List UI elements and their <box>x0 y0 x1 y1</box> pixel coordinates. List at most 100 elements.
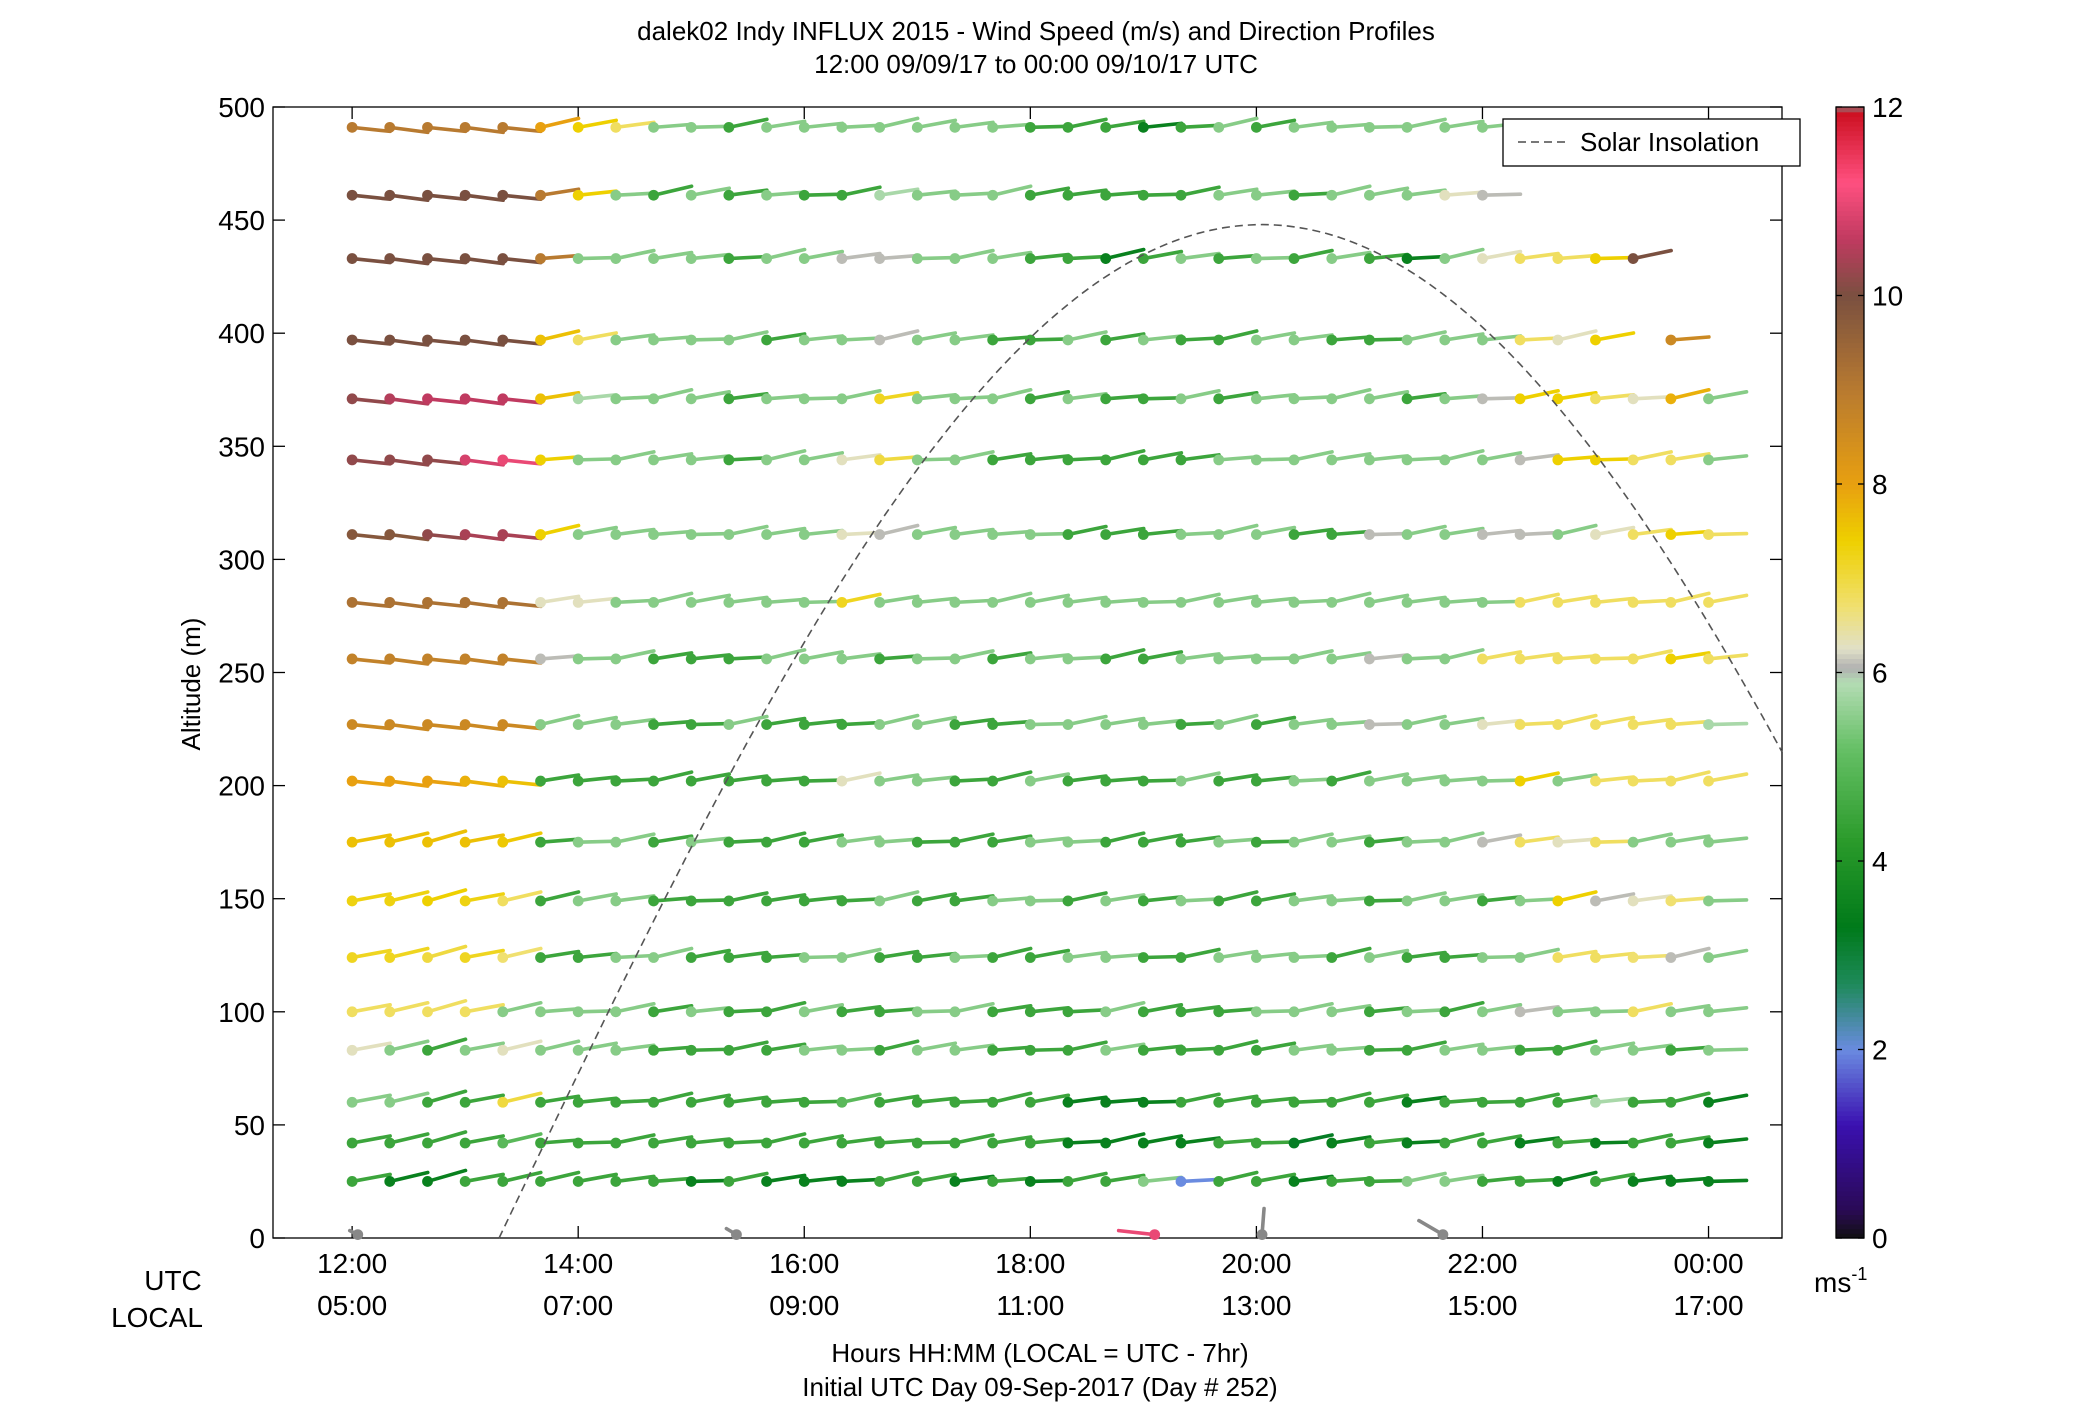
colorbar-segment <box>1836 941 1864 947</box>
wind-barb-dot <box>1552 895 1564 907</box>
colorbar-segment <box>1836 625 1864 631</box>
wind-barb-shaft <box>1367 252 1410 261</box>
wind-barb-shaft <box>840 947 882 960</box>
wind-barb-dot <box>1213 253 1225 264</box>
colorbar-segment <box>1836 234 1864 240</box>
wind-barb-shaft <box>764 119 807 130</box>
colorbar-segment <box>1836 1139 1864 1145</box>
wind-barb-shaft <box>1103 1000 1146 1014</box>
wind-barb-shaft <box>1103 716 1146 727</box>
wind-barb-shaft <box>1480 395 1523 401</box>
wind-barb <box>1175 592 1221 608</box>
colorbar-segment <box>1836 1058 1864 1065</box>
wind-barb <box>346 833 392 848</box>
wind-barb <box>459 892 505 907</box>
wind-barb <box>874 773 920 787</box>
colorbar-segment <box>1836 719 1864 725</box>
wind-barb-dot <box>836 653 848 665</box>
wind-barb-shaft <box>1329 529 1372 537</box>
wind-barb-shaft <box>1443 831 1485 844</box>
wind-barb <box>987 946 1033 963</box>
wind-barb-shaft <box>840 530 882 537</box>
colorbar-segment <box>1836 465 1864 471</box>
wind-barb <box>1477 451 1523 466</box>
wind-barb-shaft <box>727 1171 769 1184</box>
wind-barb-shaft <box>877 329 920 342</box>
wind-barb-dot <box>459 189 471 201</box>
colorbar-segment <box>1836 286 1864 292</box>
wind-barb <box>1175 1004 1221 1018</box>
wind-barb-shaft <box>1292 1001 1334 1014</box>
wind-barb <box>1364 1176 1410 1187</box>
wind-barb-shaft <box>350 657 392 665</box>
colorbar-segment <box>1836 893 1864 900</box>
wind-barb-dot <box>1477 836 1488 848</box>
wind-barb <box>1590 454 1636 466</box>
wind-barb-shaft <box>1103 449 1146 462</box>
wind-barb <box>610 393 656 405</box>
wind-barb <box>987 184 1033 201</box>
wind-barb-dot <box>497 895 509 907</box>
wind-barb <box>1590 596 1636 608</box>
wind-barb-shaft <box>1556 1006 1598 1014</box>
wind-barb <box>648 651 694 665</box>
wind-barb <box>1326 834 1372 848</box>
wind-barb-dot <box>648 1044 659 1056</box>
wind-barb-shaft <box>689 653 732 661</box>
wind-barb <box>761 332 807 346</box>
wind-barb-shaft <box>500 722 543 731</box>
wind-barb-dot <box>1477 393 1488 405</box>
wind-barb-dot <box>1062 775 1074 787</box>
colorbar-segment <box>1836 323 1864 330</box>
colorbar-segment <box>1836 1153 1864 1159</box>
colorbar-segment <box>1836 545 1864 551</box>
surface-obs <box>1256 1206 1268 1241</box>
wind-barb-shaft <box>764 332 807 342</box>
wind-barb-shaft <box>1367 898 1410 903</box>
wind-barb-shaft <box>1292 191 1334 198</box>
wind-barb <box>1250 392 1297 405</box>
wind-barb-shaft <box>915 715 958 727</box>
wind-barb-dot <box>1514 775 1526 787</box>
colorbar-segment <box>1836 846 1864 853</box>
wind-barb-dot <box>1213 596 1225 608</box>
wind-barb <box>723 188 769 201</box>
wind-barb-shaft <box>840 185 882 198</box>
wind-barb <box>987 1003 1033 1018</box>
wind-barb-shaft <box>1518 453 1560 462</box>
colorbar-segment <box>1836 347 1864 353</box>
wind-barb-dot <box>836 895 848 907</box>
wind-barb-shaft <box>915 596 958 605</box>
colorbar-segment <box>1836 229 1864 235</box>
wind-barb-shaft <box>1443 332 1485 342</box>
wind-barb-shaft <box>953 598 995 605</box>
wind-barb-shaft <box>500 396 543 405</box>
colorbar-segment <box>1836 1233 1864 1239</box>
wind-barb-shaft <box>425 125 468 134</box>
wind-barb-dot <box>1439 1044 1451 1056</box>
wind-barb <box>1326 1135 1372 1149</box>
wind-barb <box>1024 454 1071 466</box>
wind-barb <box>1477 775 1523 787</box>
wind-barb-shaft <box>840 835 882 844</box>
wind-barb-dot <box>535 895 546 907</box>
wind-barb-shaft <box>1556 890 1598 903</box>
wind-barb-shaft <box>651 452 694 462</box>
wind-barb <box>459 948 505 963</box>
wind-barb-shaft <box>1706 836 1749 844</box>
wind-barb-shaft <box>500 458 543 466</box>
wind-barb-shaft <box>802 895 845 903</box>
wind-barb-dot <box>761 1137 773 1149</box>
wind-barb-shaft <box>1216 187 1259 198</box>
wind-barb <box>1477 718 1523 730</box>
wind-barb-dot <box>1552 454 1564 466</box>
wind-barb-dot <box>1024 121 1036 133</box>
wind-barb-shaft <box>1631 894 1673 903</box>
wind-barb-shaft <box>500 193 543 202</box>
wind-barb-shaft <box>1706 1137 1749 1145</box>
wind-barb-shaft <box>614 191 656 198</box>
wind-barb-dot <box>1062 596 1074 608</box>
wind-barb <box>1250 253 1297 264</box>
wind-barb <box>685 186 732 201</box>
colorbar-segment <box>1836 889 1864 895</box>
